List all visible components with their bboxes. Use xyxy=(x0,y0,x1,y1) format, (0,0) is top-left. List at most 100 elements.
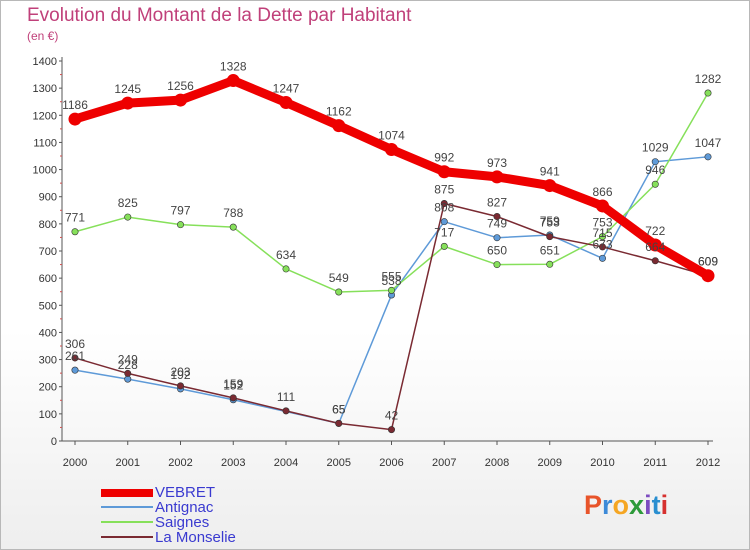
data-label: 538 xyxy=(381,274,401,288)
data-label: 753 xyxy=(540,216,560,230)
series-line-vebret xyxy=(70,76,713,281)
data-label: 1328 xyxy=(220,60,247,74)
data-label: 827 xyxy=(487,196,507,210)
x-tick-label: 2002 xyxy=(168,457,192,469)
y-tick-label: 1400 xyxy=(33,56,57,68)
data-label: 759 xyxy=(540,214,560,228)
data-label: 753 xyxy=(592,216,612,230)
x-tick-label: 2004 xyxy=(274,457,298,469)
data-label: 973 xyxy=(487,156,507,170)
data-point xyxy=(279,96,293,110)
data-point xyxy=(651,158,659,166)
legend-label: La Monselie xyxy=(155,529,236,546)
data-point xyxy=(124,369,132,377)
data-label: 788 xyxy=(223,206,243,220)
legend-swatch xyxy=(101,489,153,497)
y-tick-label: 1300 xyxy=(33,83,57,95)
logo-letter: o xyxy=(612,490,630,520)
data-label: 1245 xyxy=(114,82,141,96)
data-point xyxy=(71,366,79,374)
data-label: 203 xyxy=(170,365,190,379)
data-point xyxy=(493,234,501,242)
data-point xyxy=(282,265,290,273)
data-point xyxy=(543,179,557,193)
proxiti-logo: Proxiti xyxy=(584,490,668,521)
x-tick-label: 2000 xyxy=(63,457,87,469)
y-tick-label: 1100 xyxy=(33,137,57,149)
data-label: 159 xyxy=(223,377,243,391)
data-label: 1074 xyxy=(378,128,405,142)
legend-item-saignes: Saignes xyxy=(101,514,301,531)
data-label: 651 xyxy=(540,243,560,257)
data-label: 549 xyxy=(329,271,349,285)
legend-swatch xyxy=(101,536,153,538)
logo-letter: i xyxy=(644,490,652,520)
data-point xyxy=(177,221,185,229)
data-point xyxy=(332,119,346,133)
data-point xyxy=(704,89,712,97)
logo-letter: r xyxy=(602,490,613,520)
x-tick-label: 2006 xyxy=(379,457,403,469)
data-label: 749 xyxy=(487,217,507,231)
data-point xyxy=(493,213,501,221)
data-point xyxy=(651,257,659,265)
data-point xyxy=(226,74,240,88)
data-point xyxy=(437,165,451,179)
data-point xyxy=(124,213,132,221)
data-label: 946 xyxy=(645,163,665,177)
logo-letter: x xyxy=(629,490,645,520)
data-point xyxy=(229,223,237,231)
y-tick-label: 1200 xyxy=(33,110,57,122)
x-tick-label: 2001 xyxy=(116,457,140,469)
x-tick-label: 2003 xyxy=(221,457,245,469)
data-label: 609 xyxy=(698,255,718,269)
x-tick-label: 2007 xyxy=(432,457,456,469)
data-label: 249 xyxy=(118,352,138,366)
y-tick-label: 1000 xyxy=(33,165,57,177)
y-tick-label: 700 xyxy=(39,246,57,258)
data-label: 1282 xyxy=(695,72,722,86)
legend-swatch xyxy=(101,506,153,508)
series-line-la-monselie xyxy=(74,202,709,431)
data-label: 650 xyxy=(487,244,507,258)
data-point xyxy=(335,288,343,296)
data-point xyxy=(490,170,504,184)
data-point xyxy=(387,286,395,294)
data-label: 992 xyxy=(434,151,454,165)
data-label: 1256 xyxy=(167,79,194,93)
x-tick-label: 2011 xyxy=(643,457,667,469)
data-point xyxy=(174,93,187,107)
chart-title: Evolution du Montant de la Dette par Hab… xyxy=(27,5,412,26)
data-point xyxy=(387,426,395,434)
data-label: 1247 xyxy=(273,82,300,96)
data-label: 634 xyxy=(276,248,296,262)
data-point xyxy=(598,254,606,262)
y-tick-label: 400 xyxy=(39,327,57,339)
data-label: 673 xyxy=(592,237,612,251)
y-tick-label: 100 xyxy=(39,409,57,421)
legend-label: Saignes xyxy=(155,514,210,531)
data-label: 261 xyxy=(65,349,85,363)
data-point xyxy=(546,260,554,268)
y-tick-label: 300 xyxy=(39,355,57,367)
legend-label: Antignac xyxy=(155,499,214,516)
logo-letter: P xyxy=(584,490,603,520)
data-point xyxy=(282,407,290,415)
data-point xyxy=(598,243,606,251)
data-label: 717 xyxy=(434,225,454,239)
y-tick-label: 200 xyxy=(39,382,57,394)
y-tick-label: 900 xyxy=(39,192,57,204)
data-point xyxy=(71,228,79,236)
data-point xyxy=(440,218,448,226)
y-tick-label: 0 xyxy=(51,436,57,448)
data-label: 1186 xyxy=(62,98,88,112)
x-tick-label: 2008 xyxy=(485,457,509,469)
data-point xyxy=(385,142,398,156)
y-tick-label: 600 xyxy=(39,273,57,285)
data-point xyxy=(335,419,343,427)
data-label: 65 xyxy=(332,402,346,416)
data-label: 825 xyxy=(118,196,138,210)
data-label: 866 xyxy=(592,185,612,199)
data-label: 609 xyxy=(698,255,718,269)
